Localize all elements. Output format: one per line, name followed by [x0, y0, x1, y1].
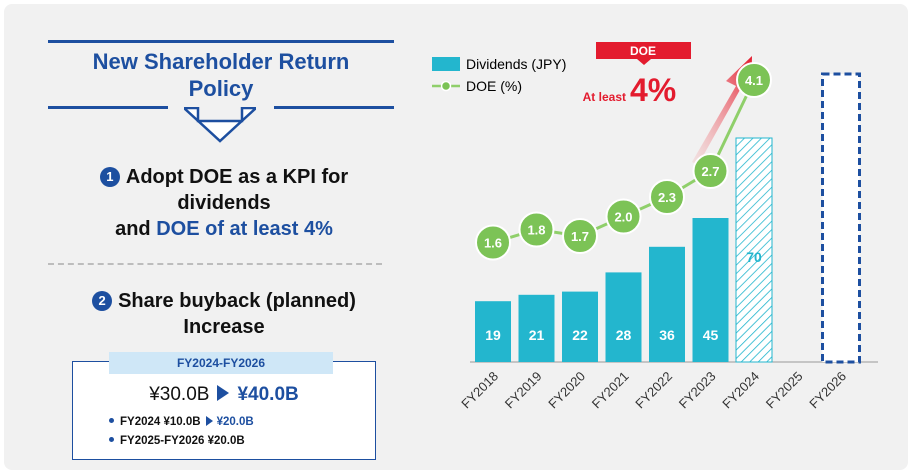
doe-marker-FY2020: [562, 218, 598, 254]
doe-value-label-FY2021: 2.0: [614, 210, 632, 225]
bar-value-label-FY2019: 21: [529, 327, 545, 343]
buyback-period-label: FY2024-FY2026: [109, 352, 333, 374]
policy-item-1: 1 Adopt DOE as a KPI for dividends and DO…: [44, 164, 404, 242]
infographic-frame: New Shareholder Return Policy 1 Adopt DOE…: [4, 4, 908, 470]
policy-title-line2: Policy: [188, 76, 254, 101]
legend-line-label: DOE (%): [466, 78, 522, 94]
x-tick-label-FY2026: FY2026: [806, 369, 849, 412]
item2-line1: Share buyback (planned): [118, 290, 356, 312]
x-tick-label-FY2019: FY2019: [502, 369, 545, 412]
title-bottom-rule-right: [274, 106, 394, 109]
legend-bar-label: Dividends (JPY): [466, 56, 566, 72]
bar-FY2018: [475, 301, 511, 362]
bar-FY2019: [518, 294, 555, 362]
doe-marker-FY2022: [649, 179, 685, 215]
doe-value-label-FY2024: 4.1: [745, 73, 763, 88]
item2-line2: Increase: [183, 316, 265, 338]
bullet-icon: [109, 418, 114, 423]
bar-value-label-FY2022: 36: [659, 327, 675, 343]
bar-FY2023: [692, 218, 729, 362]
x-axis-labels: FY2018 FY2019 FY2020 FY2021 FY2022 FY2023 FY20…: [458, 369, 849, 412]
item1-line2: dividends: [177, 192, 271, 214]
bar-value-label-FY2021: 28: [616, 327, 632, 343]
bullet1-after: ¥20.0B: [216, 416, 254, 428]
doe-line-layer: 1.6 1.8 1.7 2.0 2.3 2.7 4.1: [475, 62, 772, 261]
bar-value-label-FY2023: 45: [703, 327, 719, 343]
x-tick-label-FY2018: FY2018: [458, 369, 501, 412]
bar-FY2021: [605, 272, 642, 362]
x-tick-label-FY2023: FY2023: [676, 369, 719, 412]
arrow-right-icon: [205, 416, 213, 426]
doe-value-label-FY2019: 1.8: [527, 223, 545, 238]
legend-line-marker: [440, 80, 452, 92]
dividend-doe-chart: Dividends (JPY) DOE (%) DOE At least 4% …: [432, 42, 878, 412]
down-arrow-icon: [184, 107, 256, 143]
doe-callout-pointer: [637, 59, 651, 65]
title-bottom-rule-left: [48, 106, 168, 109]
doe-value-label-FY2023: 2.7: [701, 164, 719, 179]
policy-item-2: 2 Share buyback (planned) Increase: [44, 288, 404, 340]
doe-marker-FY2024: [736, 62, 772, 98]
item1-line1: Adopt DOE as a KPI for: [125, 166, 349, 188]
doe-callout-tag: DOE: [630, 44, 656, 58]
x-tick-label-FY2021: FY2021: [589, 369, 632, 412]
bar-FY2024: [735, 137, 773, 363]
doe-callout-prefix: At least: [583, 90, 626, 104]
legend-bar-swatch: [432, 57, 460, 71]
buyback-box: FY2024-FY2026 ¥30.0B ¥40.0B FY2024 ¥10.0B…: [72, 352, 376, 460]
doe-value-label-FY2018: 1.6: [484, 236, 502, 251]
bullet-icon: [109, 437, 114, 442]
doe-value-label-FY2020: 1.7: [571, 229, 589, 244]
x-tick-label-FY2022: FY2022: [632, 369, 675, 412]
dashed-divider: [48, 263, 382, 265]
doe-callout-value: 4%: [630, 72, 676, 108]
doe-marker-FY2023: [692, 153, 729, 189]
doe-marker-FY2021: [605, 198, 642, 235]
bullet2-text: FY2025-FY2026 ¥20.0B: [120, 435, 245, 447]
title-top-rule: [48, 40, 394, 43]
doe-marker-FY2018: [475, 224, 511, 261]
doe-callout-tag-bg: [596, 42, 691, 59]
bar-value-label-FY2024: 70: [746, 249, 762, 265]
item-number-badge: 1: [99, 167, 120, 187]
x-tick-label-FY2025: FY2025: [763, 369, 806, 412]
bar-value-label-FY2018: 19: [485, 327, 501, 343]
buyback-after: ¥40.0B: [237, 384, 299, 405]
arrow-right-icon: [217, 385, 230, 401]
buyback-before: ¥30.0B: [149, 384, 210, 405]
buyback-amounts: ¥30.0B ¥40.0B: [73, 382, 375, 408]
item-number-badge: 2: [92, 291, 113, 311]
doe-marker-FY2019: [518, 211, 555, 248]
bar-value-label-FY2020: 22: [572, 327, 588, 343]
bar-FY2020: [562, 291, 598, 362]
buyback-bullet-2: FY2025-FY2026 ¥20.0B: [109, 433, 245, 449]
buyback-bullet-1: FY2024 ¥10.0B ¥20.0B: [109, 414, 254, 430]
bar-FY2022: [649, 246, 685, 362]
bars-layer: 19 21 22 28 36 45 70: [475, 72, 861, 364]
bullet1-prefix: FY2024 ¥10.0B: [120, 416, 201, 428]
x-tick-label-FY2020: FY2020: [545, 369, 588, 412]
policy-title-line1: New Shareholder Return: [92, 49, 350, 74]
item1-line3-highlight: DOE of at least 4%: [156, 218, 333, 240]
doe-value-label-FY2022: 2.3: [658, 190, 676, 205]
x-tick-label-FY2024: FY2024: [719, 369, 762, 412]
policy-title: New Shareholder Return Policy: [48, 48, 394, 102]
item1-line3-prefix: and: [115, 218, 157, 240]
planned-bar-placeholder: [821, 72, 861, 364]
